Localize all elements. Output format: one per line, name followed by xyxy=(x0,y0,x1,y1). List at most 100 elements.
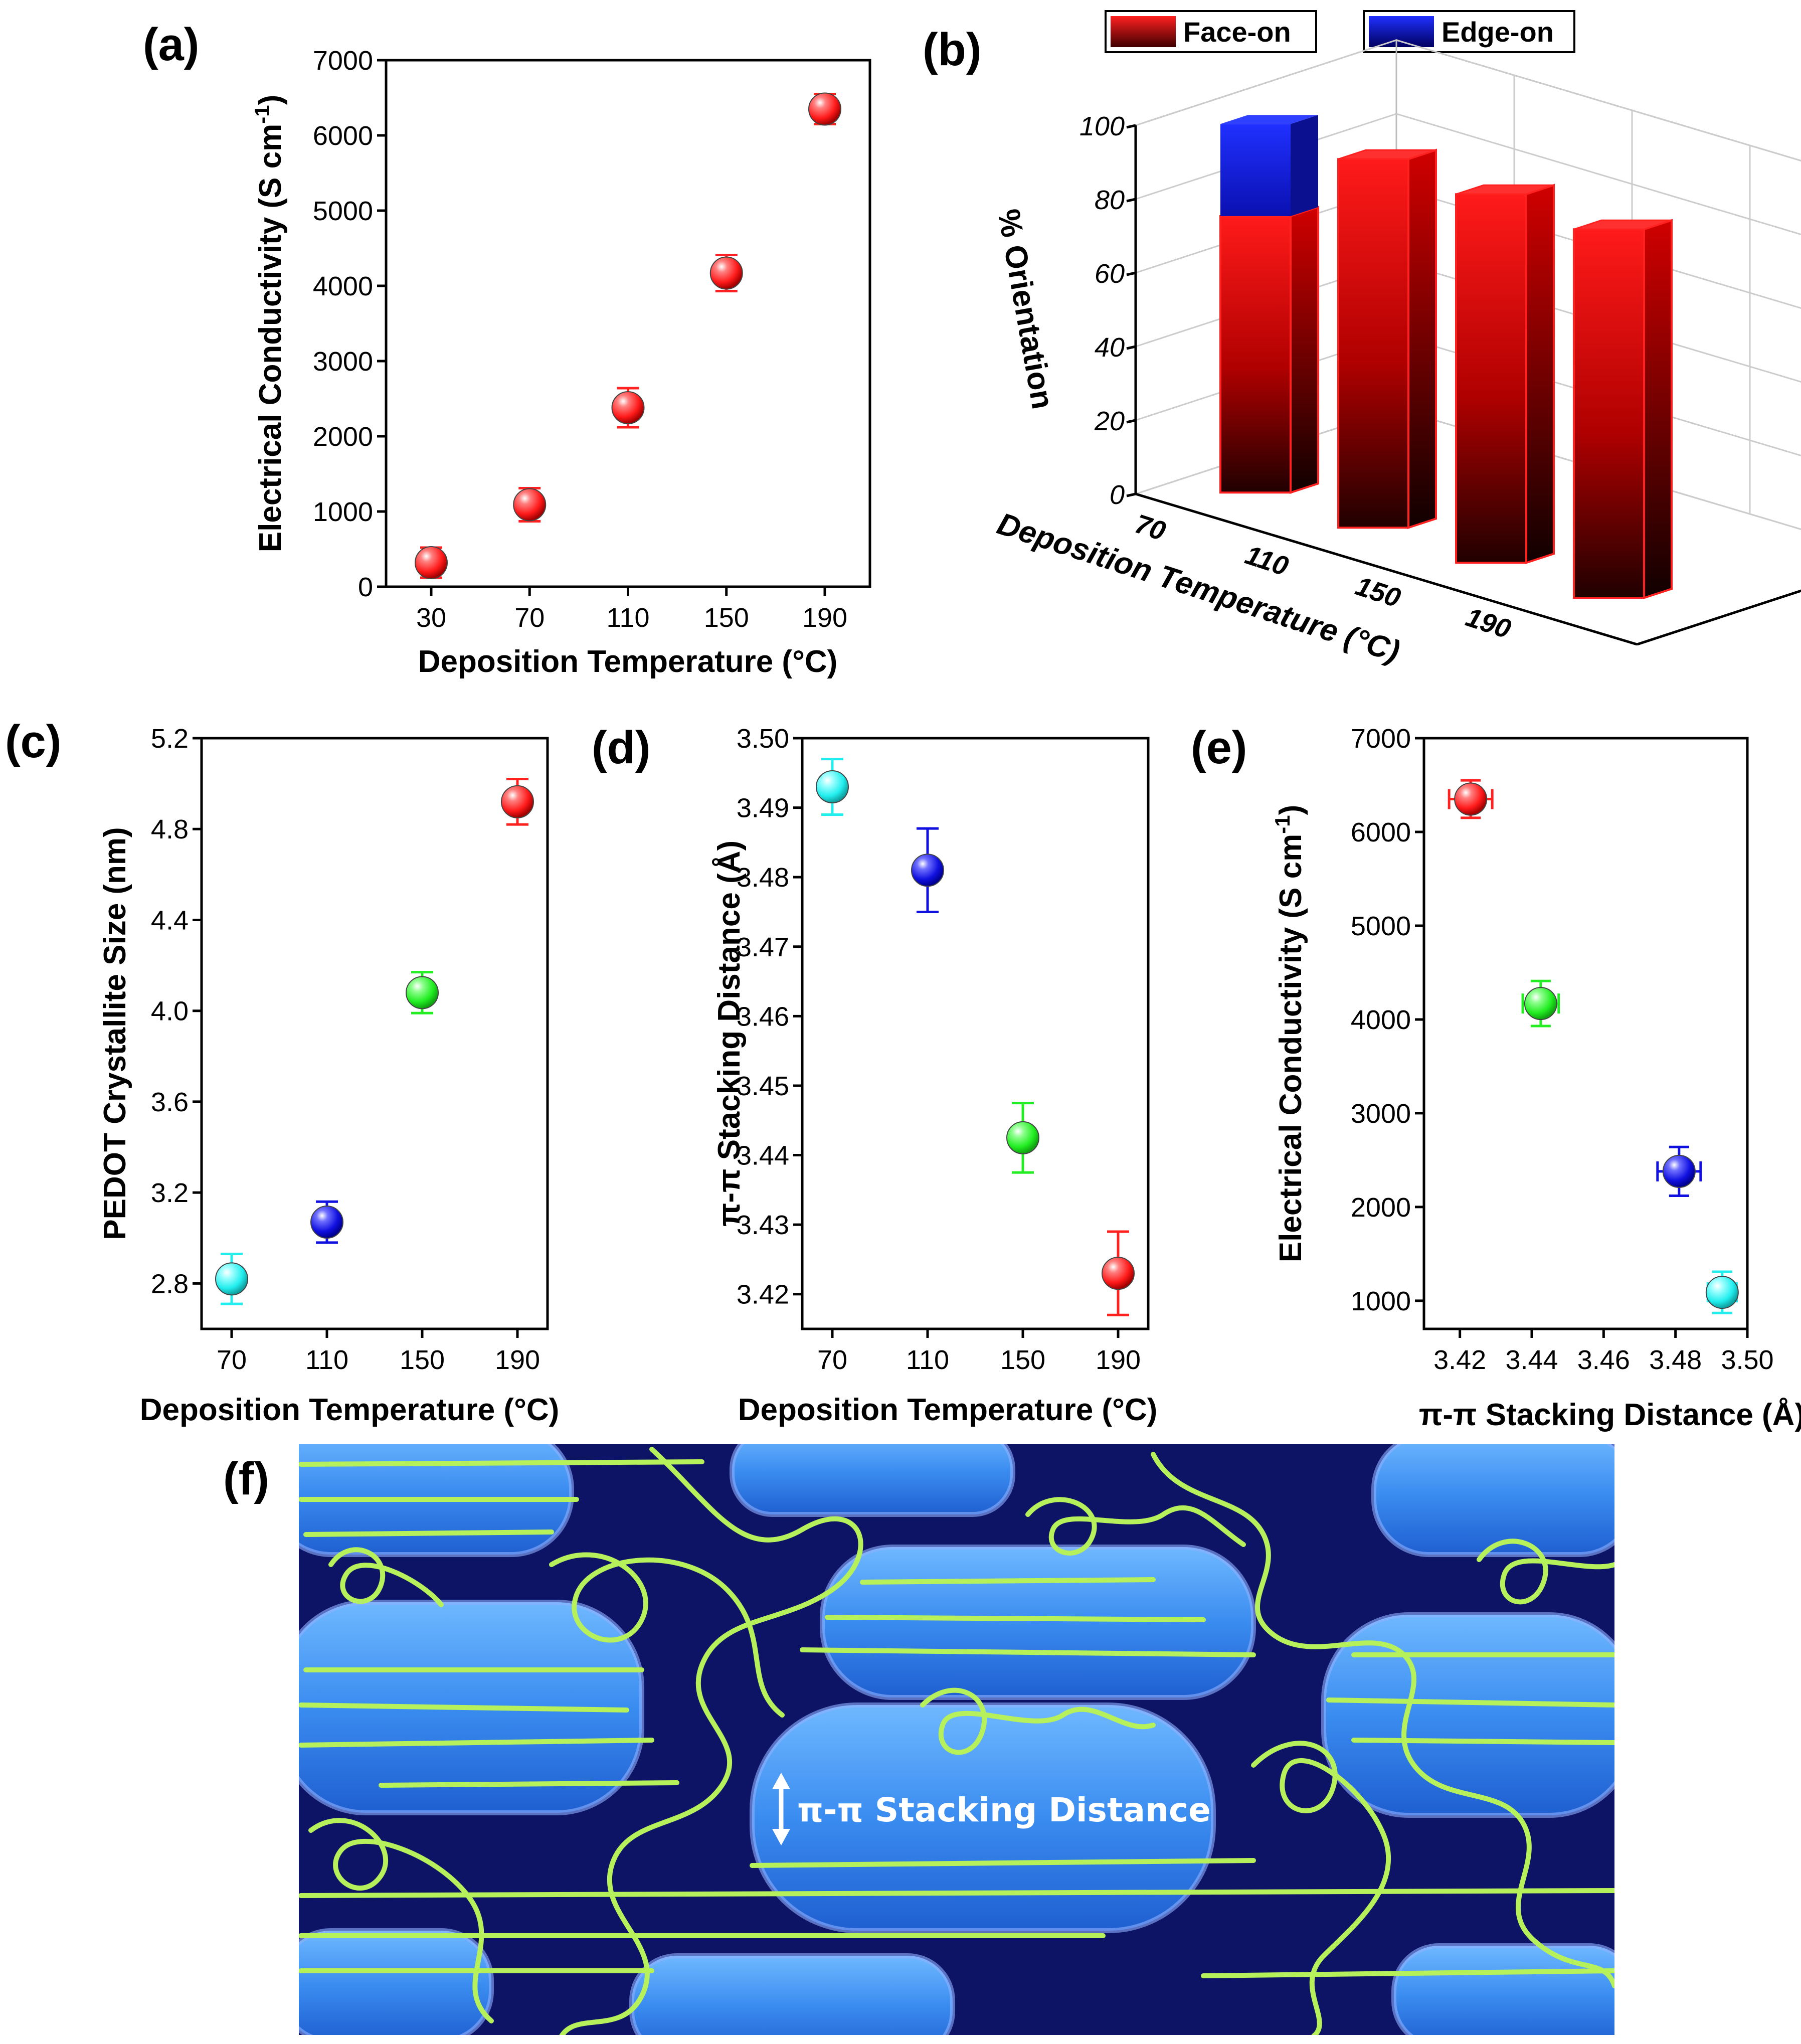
panel-c: (c) 2.8 3.2 3.6 4.0 4.4 4.8 5.2 70 110 150 190 De… xyxy=(5,716,559,1427)
x-tick-label: 3.48 xyxy=(1649,1345,1702,1375)
bar-face-on-side xyxy=(1643,219,1673,600)
x-tick-label: 150 xyxy=(1000,1345,1045,1375)
y-tick-label: 0 xyxy=(1110,480,1125,510)
y-tick-label: 3000 xyxy=(313,347,373,377)
crystallite xyxy=(1391,1943,1614,2035)
grid-line xyxy=(1396,39,1801,161)
amorphous-chain xyxy=(920,1687,1156,1755)
legend-face-on-swatch xyxy=(1111,16,1176,47)
marker-red xyxy=(611,391,645,424)
grid-line xyxy=(1135,39,1397,126)
crystallite xyxy=(730,1444,1015,1517)
x-tick-label: 3.50 xyxy=(1721,1345,1773,1375)
x-tick-label: 3.44 xyxy=(1505,1345,1558,1375)
data-point-150 xyxy=(709,254,743,292)
x-tick-label: 150 xyxy=(400,1345,445,1375)
y-ticks-d: 3.42 3.43 3.44 3.45 3.46 3.47 3.48 3.49 3.50 xyxy=(737,724,802,1310)
y-tick-label: 3.6 xyxy=(151,1087,189,1117)
panel-label-b: (b) xyxy=(923,24,981,75)
data-point-70 xyxy=(215,1252,248,1305)
crystallite xyxy=(1371,1444,1614,1557)
x-tick-label: 150 xyxy=(1352,571,1404,613)
legend-edge-on-label: Edge-on xyxy=(1442,16,1554,48)
data-points-c xyxy=(215,778,534,1305)
y-tick-mark xyxy=(1126,198,1136,203)
y-tick-label: 3.46 xyxy=(737,1001,789,1032)
x-axis-title-e: π-π Stacking Distance (Å) xyxy=(1419,1398,1801,1432)
marker-red xyxy=(709,256,743,290)
marker-green xyxy=(1524,987,1557,1020)
y-axis-title-a-close: ) xyxy=(253,95,288,105)
x-tick-label: 190 xyxy=(1096,1345,1141,1375)
panel-label-a: (a) xyxy=(143,19,199,70)
bar-edge-on-side xyxy=(1291,115,1318,216)
y-tick-label: 2.8 xyxy=(151,1269,189,1299)
x-ticks-c: 70 110 150 190 xyxy=(217,1329,540,1375)
x-tick-label: 110 xyxy=(305,1345,348,1375)
bar-face-on-front xyxy=(1219,215,1292,494)
y-axis-title-d: π-π Stacking Distance (Å) xyxy=(712,840,747,1227)
y-tick-label: 4000 xyxy=(313,271,373,301)
data-point-70 xyxy=(816,758,849,816)
y-axis-title-e: Electrical Conductivity (S cm-1) xyxy=(1271,805,1309,1262)
amorphous-chain xyxy=(328,1547,444,1607)
stacking-arrow-head-up xyxy=(772,1773,790,1789)
x-tick-label: 190 xyxy=(495,1345,540,1375)
x-tick-label: 70 xyxy=(217,1345,247,1375)
y-tick-mark xyxy=(1126,345,1136,350)
crystallite xyxy=(299,1928,494,2035)
marker-red xyxy=(415,546,448,579)
y-tick-label: 4.4 xyxy=(151,905,189,935)
y-tick-mark xyxy=(1126,124,1136,129)
axes-frame-a xyxy=(385,59,871,588)
y-tick-mark xyxy=(1126,492,1136,497)
y-tick-label: 100 xyxy=(1079,111,1125,141)
y-ticks-c: 2.8 3.2 3.6 4.0 4.4 4.8 5.2 xyxy=(151,724,202,1299)
marker-cyan xyxy=(1705,1276,1739,1309)
depth-axis-line xyxy=(1637,589,1801,646)
bar-150 xyxy=(1455,184,1555,565)
y-axis-title-c: PEDOT Crystallite Size (nm) xyxy=(98,827,132,1240)
y-tick-label: 6000 xyxy=(1351,817,1411,847)
data-point-110 xyxy=(310,1200,343,1244)
amorphous-chain xyxy=(559,1447,863,2035)
y-axis-title-e-sup: -1 xyxy=(1271,815,1294,833)
axes-frame-e xyxy=(1422,737,1749,1330)
bar-face-on-top xyxy=(1338,149,1436,160)
axes-frame-d xyxy=(801,737,1150,1330)
marker-red xyxy=(501,785,534,818)
schematic-illustration: π-π Stacking Distance xyxy=(299,1444,1614,2035)
x-tick-label: 150 xyxy=(704,603,749,633)
y-tick-label: 3.45 xyxy=(737,1071,789,1101)
x-axis-title-c: Deposition Temperature (°C) xyxy=(140,1393,560,1427)
bar-face-on-top xyxy=(1573,219,1672,230)
data-point-190 xyxy=(501,778,534,826)
y-tick-label: 60 xyxy=(1095,259,1125,289)
x-tick-label: 3.42 xyxy=(1433,1345,1486,1375)
marker-blue xyxy=(310,1206,343,1239)
bars-b xyxy=(1219,115,1673,600)
axes-frame-c xyxy=(200,737,549,1330)
y-axis-title-a-sup: -1 xyxy=(250,105,274,123)
y-tick-label: 7000 xyxy=(1351,724,1411,754)
y-tick-label: 3.48 xyxy=(737,863,789,893)
marker-blue xyxy=(911,854,944,887)
y-tick-label: 1000 xyxy=(1351,1286,1411,1316)
y-tick-label: 3.2 xyxy=(151,1178,189,1208)
bar-face-on-front xyxy=(1337,158,1409,529)
bar-face-on-side xyxy=(1407,148,1437,530)
amorphous-chain xyxy=(308,1818,494,2023)
marker-blue xyxy=(1662,1154,1696,1188)
x-tick-label: 110 xyxy=(606,603,649,633)
marker-green xyxy=(1006,1121,1039,1154)
y-tick-label: 3.44 xyxy=(737,1141,789,1171)
data-point-110 xyxy=(611,387,645,429)
crystallite xyxy=(629,1953,955,2035)
panel-f: (f) xyxy=(223,1444,1614,2035)
x-tick-label: 70 xyxy=(1131,508,1169,547)
x-axis-title-a: Deposition Temperature (°C) xyxy=(418,644,838,679)
amorphous-chain xyxy=(549,1552,785,1718)
y-tick-label: 5000 xyxy=(1351,911,1411,941)
marker-green xyxy=(406,976,439,1009)
